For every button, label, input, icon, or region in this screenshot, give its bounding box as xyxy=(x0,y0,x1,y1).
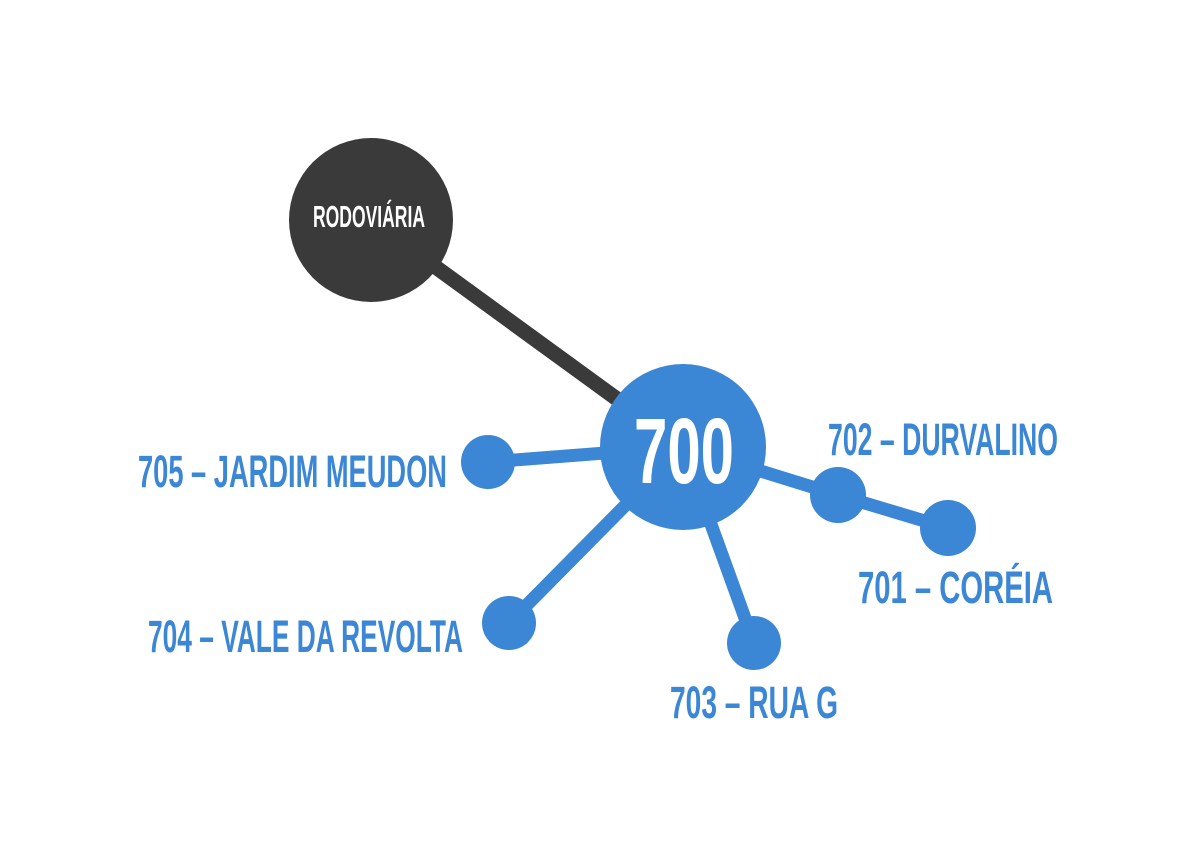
node-703-circle xyxy=(727,616,781,670)
node-rodoviaria-label: RODOVIÁRIA xyxy=(313,199,425,234)
node-700-label: 700 xyxy=(634,399,734,503)
node-704-circle xyxy=(482,596,536,650)
node-700-circle xyxy=(600,364,766,530)
stop-705-label: 705 – JARDIM MEUDON xyxy=(138,446,447,497)
node-705-circle xyxy=(461,435,515,489)
stop-701-label: 701 – CORÉIA xyxy=(858,562,1053,613)
node-rodoviaria-circle xyxy=(289,138,453,302)
stop-703-label: 703 – RUA G xyxy=(670,677,838,728)
stop-702-label: 702 – DURVALINO xyxy=(828,414,1058,465)
node-702-circle xyxy=(810,467,866,523)
node-701-circle xyxy=(920,500,976,556)
stop-704-label: 704 – VALE DA REVOLTA xyxy=(148,611,463,662)
